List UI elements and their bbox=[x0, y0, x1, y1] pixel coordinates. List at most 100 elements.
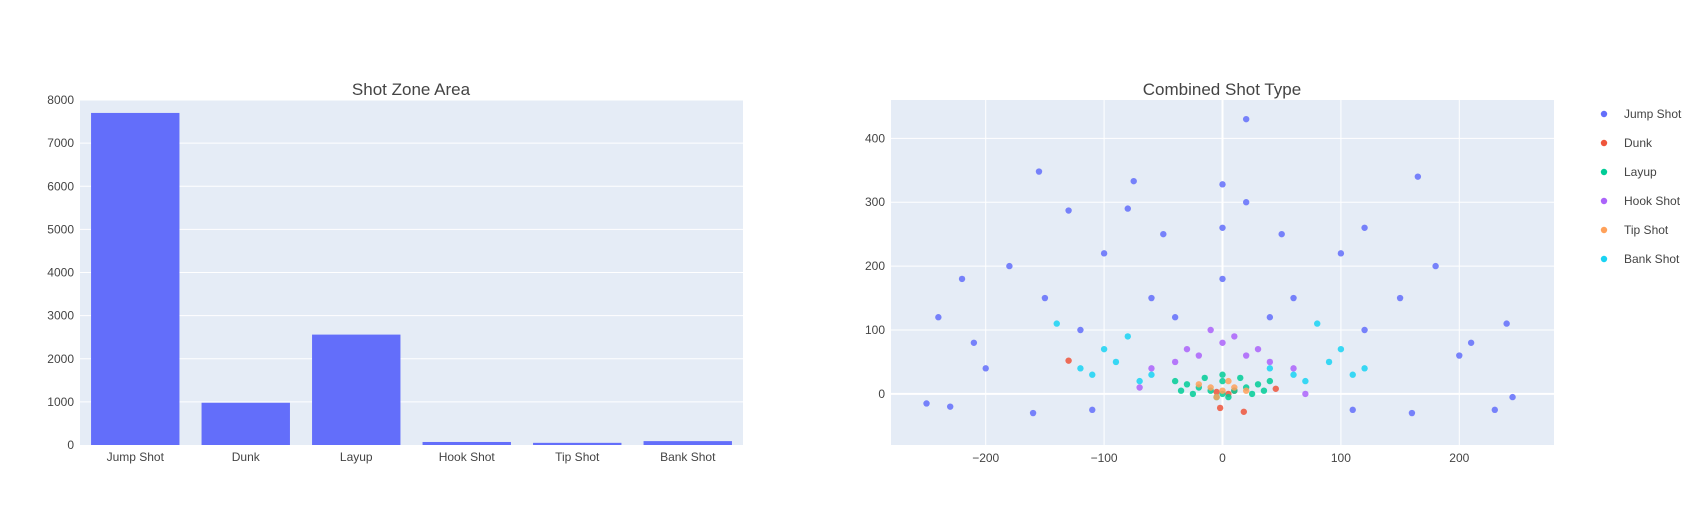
legend-item[interactable]: Jump Shot bbox=[1600, 107, 1682, 121]
scatter-point bbox=[1254, 381, 1262, 388]
legend-label: Layup bbox=[1624, 165, 1657, 179]
scatter-point bbox=[1189, 390, 1197, 398]
scatter-point bbox=[1396, 294, 1404, 302]
bar-x-tick-label: Layup bbox=[340, 450, 373, 464]
scatter-point bbox=[1006, 262, 1013, 270]
scatter-point bbox=[1240, 408, 1248, 415]
bar-y-tick-label: 0 bbox=[67, 438, 74, 452]
scatter-point bbox=[1053, 320, 1060, 327]
scatter-point bbox=[1361, 365, 1368, 372]
scatter-point bbox=[1302, 377, 1309, 385]
scatter-point bbox=[1225, 393, 1232, 401]
scatter-marks bbox=[923, 115, 1516, 417]
scatter-point bbox=[1219, 387, 1226, 394]
scatter-series-tip-shot bbox=[1195, 377, 1250, 401]
scatter-point bbox=[1237, 374, 1244, 382]
scatter-point bbox=[1219, 339, 1226, 346]
scatter-point bbox=[1248, 390, 1256, 398]
scatter-series-bank-shot bbox=[1053, 320, 1368, 385]
scatter-point bbox=[1041, 294, 1049, 302]
scatter-point bbox=[1491, 406, 1499, 414]
bar-x-ticks: Jump Shot Dunk Layup Hook Shot Tip Shot Bank … bbox=[107, 450, 717, 464]
scatter-point bbox=[1100, 345, 1108, 353]
scatter-point bbox=[1219, 371, 1226, 378]
scatter-point bbox=[1349, 406, 1356, 414]
scatter-point bbox=[1171, 314, 1179, 321]
scatter-point bbox=[1219, 377, 1226, 385]
scatter-point bbox=[1414, 173, 1422, 180]
scatter-point bbox=[1029, 409, 1037, 417]
scatter-point bbox=[1408, 409, 1416, 417]
legend-marker bbox=[1600, 139, 1608, 147]
bar bbox=[201, 402, 290, 445]
scatter-point bbox=[1219, 224, 1226, 231]
scatter-point bbox=[1195, 352, 1203, 359]
scatter-point bbox=[1242, 352, 1250, 359]
legend-item[interactable]: Tip Shot bbox=[1600, 223, 1669, 237]
bar bbox=[422, 441, 511, 445]
bar-chart-title: Shot Zone Area bbox=[352, 80, 471, 99]
scatter-point bbox=[946, 403, 954, 410]
scatter-point bbox=[1216, 404, 1224, 412]
scatter-point bbox=[1130, 177, 1137, 185]
scatter-point bbox=[1302, 390, 1309, 398]
scatter-point bbox=[935, 314, 942, 321]
scatter-point bbox=[1213, 393, 1220, 401]
bar-y-tick-label: 1000 bbox=[47, 395, 74, 409]
scatter-point bbox=[1337, 345, 1345, 353]
scatter-point bbox=[1467, 339, 1475, 346]
scatter-point bbox=[1456, 352, 1463, 359]
legend-item[interactable]: Layup bbox=[1600, 165, 1657, 179]
bar-x-tick-label: Hook Shot bbox=[439, 450, 496, 464]
scatter-point bbox=[1124, 333, 1131, 340]
bar-x-tick-label: Jump Shot bbox=[107, 450, 165, 464]
legend-item[interactable]: Dunk bbox=[1600, 136, 1653, 150]
bar-x-tick-label: Dunk bbox=[232, 450, 261, 464]
bar bbox=[91, 112, 180, 445]
scatter-point bbox=[1325, 358, 1333, 366]
scatter-point bbox=[1272, 385, 1279, 392]
scatter-point bbox=[1171, 358, 1179, 366]
scatter-point bbox=[1337, 250, 1345, 257]
scatter-point bbox=[1266, 365, 1274, 372]
scatter-x-tick-label: 0 bbox=[1219, 451, 1226, 465]
legend-label: Hook Shot bbox=[1624, 194, 1681, 208]
scatter-point bbox=[1195, 381, 1203, 388]
scatter-point bbox=[1065, 357, 1072, 364]
legend-label: Dunk bbox=[1624, 136, 1653, 150]
bar bbox=[533, 442, 622, 445]
scatter-point bbox=[1077, 365, 1084, 372]
bar-grid bbox=[80, 99, 743, 403]
bar bbox=[312, 334, 401, 445]
scatter-point bbox=[1266, 377, 1274, 385]
scatter-point bbox=[1225, 377, 1232, 385]
scatter-point bbox=[1183, 381, 1191, 388]
scatter-point bbox=[1177, 387, 1185, 394]
legend-marker bbox=[1600, 255, 1608, 263]
bar-y-tick-label: 3000 bbox=[47, 309, 74, 323]
bar-y-tick-label: 5000 bbox=[47, 222, 74, 236]
bar-y-tick-label: 8000 bbox=[47, 93, 74, 107]
legend-item[interactable]: Hook Shot bbox=[1600, 194, 1681, 208]
bar-marks bbox=[91, 112, 732, 445]
scatter-point bbox=[970, 339, 978, 346]
scatter-point bbox=[1290, 365, 1297, 372]
scatter-point bbox=[1136, 377, 1143, 385]
scatter-point bbox=[1349, 371, 1356, 378]
scatter-point bbox=[1278, 230, 1285, 238]
scatter-point bbox=[1112, 358, 1120, 366]
legend-item[interactable]: Bank Shot bbox=[1600, 252, 1680, 266]
scatter-point bbox=[1100, 250, 1108, 257]
scatter-point bbox=[923, 400, 930, 407]
bar-y-tick-label: 7000 bbox=[47, 136, 74, 150]
scatter-point bbox=[1219, 275, 1226, 283]
scatter-y-tick-label: 400 bbox=[865, 131, 885, 145]
scatter-y-tick-label: 300 bbox=[865, 195, 885, 209]
scatter-point bbox=[1136, 384, 1143, 391]
scatter-y-tick-label: 0 bbox=[878, 387, 885, 401]
bar-y-tick-label: 2000 bbox=[47, 352, 74, 366]
scatter-point bbox=[1266, 358, 1274, 366]
scatter-series-hook-shot bbox=[1136, 326, 1309, 398]
scatter-point bbox=[1231, 333, 1238, 340]
